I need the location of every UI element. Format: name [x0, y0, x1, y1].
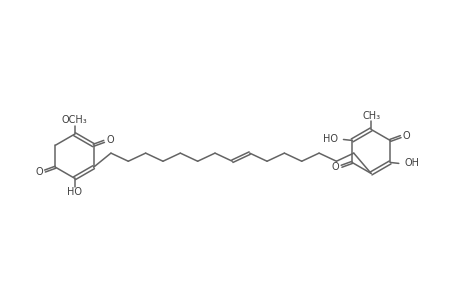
Text: O: O: [106, 135, 113, 146]
Text: O: O: [35, 167, 43, 177]
Text: O: O: [331, 162, 339, 172]
Text: OH: OH: [403, 158, 419, 168]
Text: CH₃: CH₃: [361, 111, 379, 121]
Text: HO: HO: [67, 187, 82, 197]
Text: HO: HO: [322, 134, 337, 145]
Text: OCH₃: OCH₃: [62, 115, 87, 125]
Text: O: O: [402, 130, 409, 141]
